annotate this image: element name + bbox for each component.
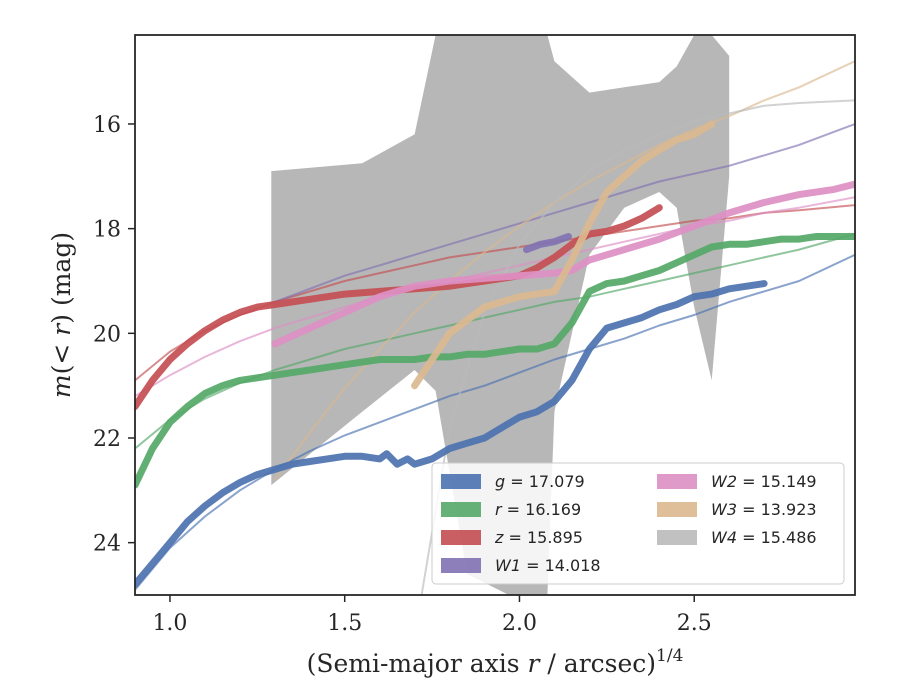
legend-label: W4 = 15.486 [711, 528, 817, 547]
series-line-w2 [271, 180, 855, 348]
legend-swatch [441, 502, 481, 517]
y-axis-label: m(< r) (mag) [47, 232, 76, 398]
legend-label: r = 16.169 [495, 500, 581, 519]
y-tick-label: 18 [93, 218, 121, 243]
y-tick-label: 24 [93, 532, 121, 557]
fit-curve-w4 [420, 99, 855, 595]
axes-frame [134, 34, 856, 596]
legend-label: W3 = 13.923 [711, 500, 817, 519]
y-tick-label: 22 [93, 427, 121, 452]
fit-curve-w2 [135, 196, 855, 397]
legend-swatch [441, 474, 481, 489]
x-tick-label: 2.0 [502, 611, 537, 636]
series-line-w3 [411, 120, 716, 390]
legend-label: W1 = 14.018 [495, 556, 601, 575]
series-line-r [135, 233, 855, 489]
x-tick-label: 2.5 [677, 611, 712, 636]
legend-label: g = 17.079 [495, 472, 585, 491]
legend-frame [431, 462, 845, 585]
x-tick-label: 1.5 [327, 611, 362, 636]
legend-swatch [657, 474, 697, 489]
x-axis-label: (Semi-major axis r / arcsec)1/4 [307, 646, 684, 678]
legend-label: W2 = 15.149 [711, 472, 817, 491]
legend-swatch [441, 530, 481, 545]
fit-curve-w1 [274, 123, 855, 303]
y-tick-label: 16 [93, 113, 121, 138]
legend-swatch [657, 502, 697, 517]
plot-area [135, 35, 855, 595]
x-tick-label: 1.0 [152, 611, 187, 636]
fit-curve-g [135, 253, 855, 591]
y-tick-label: 20 [93, 322, 121, 347]
legend-swatch [441, 558, 481, 573]
legend: g = 17.079 r = 16.169 z = 15.895 W1 = 14.01… [431, 462, 845, 585]
legend-swatch [657, 530, 697, 545]
series-line-w1 [523, 233, 572, 254]
series-line-g [135, 280, 768, 588]
legend-label: z = 15.895 [494, 528, 583, 547]
